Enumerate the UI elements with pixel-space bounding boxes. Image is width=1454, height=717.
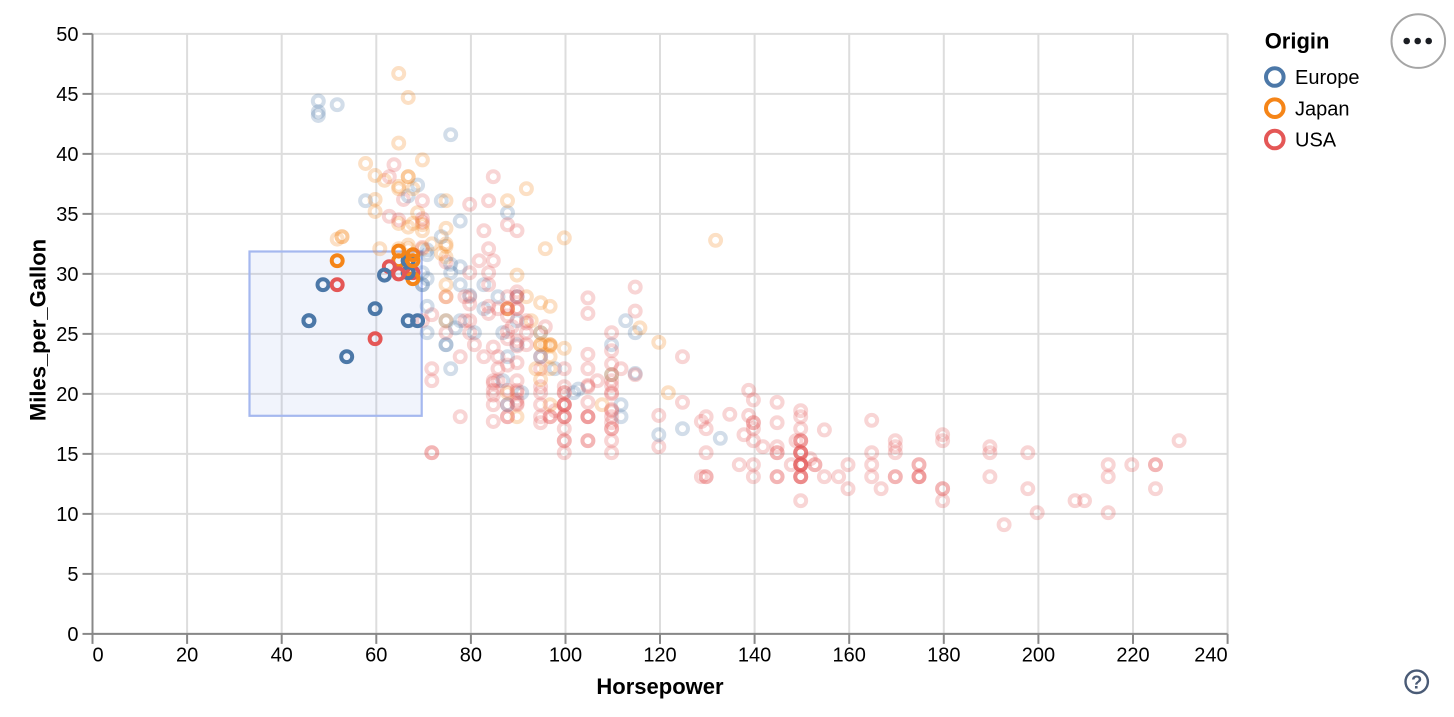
svg-text:140: 140 [738, 645, 771, 667]
svg-text:30: 30 [56, 264, 78, 286]
svg-text:50: 50 [56, 24, 78, 46]
svg-text:20: 20 [56, 384, 78, 406]
svg-text:100: 100 [549, 645, 582, 667]
svg-text:15: 15 [56, 444, 78, 466]
svg-text:0: 0 [93, 645, 104, 667]
svg-text:40: 40 [271, 645, 293, 667]
svg-text:USA: USA [1295, 130, 1337, 152]
svg-text:60: 60 [365, 645, 387, 667]
svg-text:Europe: Europe [1295, 67, 1360, 89]
svg-text:5: 5 [67, 564, 78, 586]
svg-text:Horsepower: Horsepower [596, 674, 724, 699]
svg-text:Miles_per_Gallon: Miles_per_Gallon [26, 239, 51, 421]
svg-text:Japan: Japan [1295, 98, 1350, 120]
svg-text:220: 220 [1116, 645, 1149, 667]
svg-text:25: 25 [56, 324, 78, 346]
svg-text:120: 120 [643, 645, 676, 667]
svg-text:?: ? [1411, 672, 1422, 693]
svg-text:20: 20 [176, 645, 198, 667]
svg-text:40: 40 [56, 144, 78, 166]
svg-text:80: 80 [460, 645, 482, 667]
svg-text:Origin: Origin [1265, 29, 1330, 54]
svg-text:0: 0 [67, 624, 78, 646]
svg-text:200: 200 [1022, 645, 1055, 667]
svg-text:45: 45 [56, 84, 78, 106]
svg-text:240: 240 [1194, 645, 1227, 667]
svg-text:180: 180 [927, 645, 960, 667]
svg-text:160: 160 [833, 645, 866, 667]
svg-text:10: 10 [56, 504, 78, 526]
svg-text:35: 35 [56, 204, 78, 226]
